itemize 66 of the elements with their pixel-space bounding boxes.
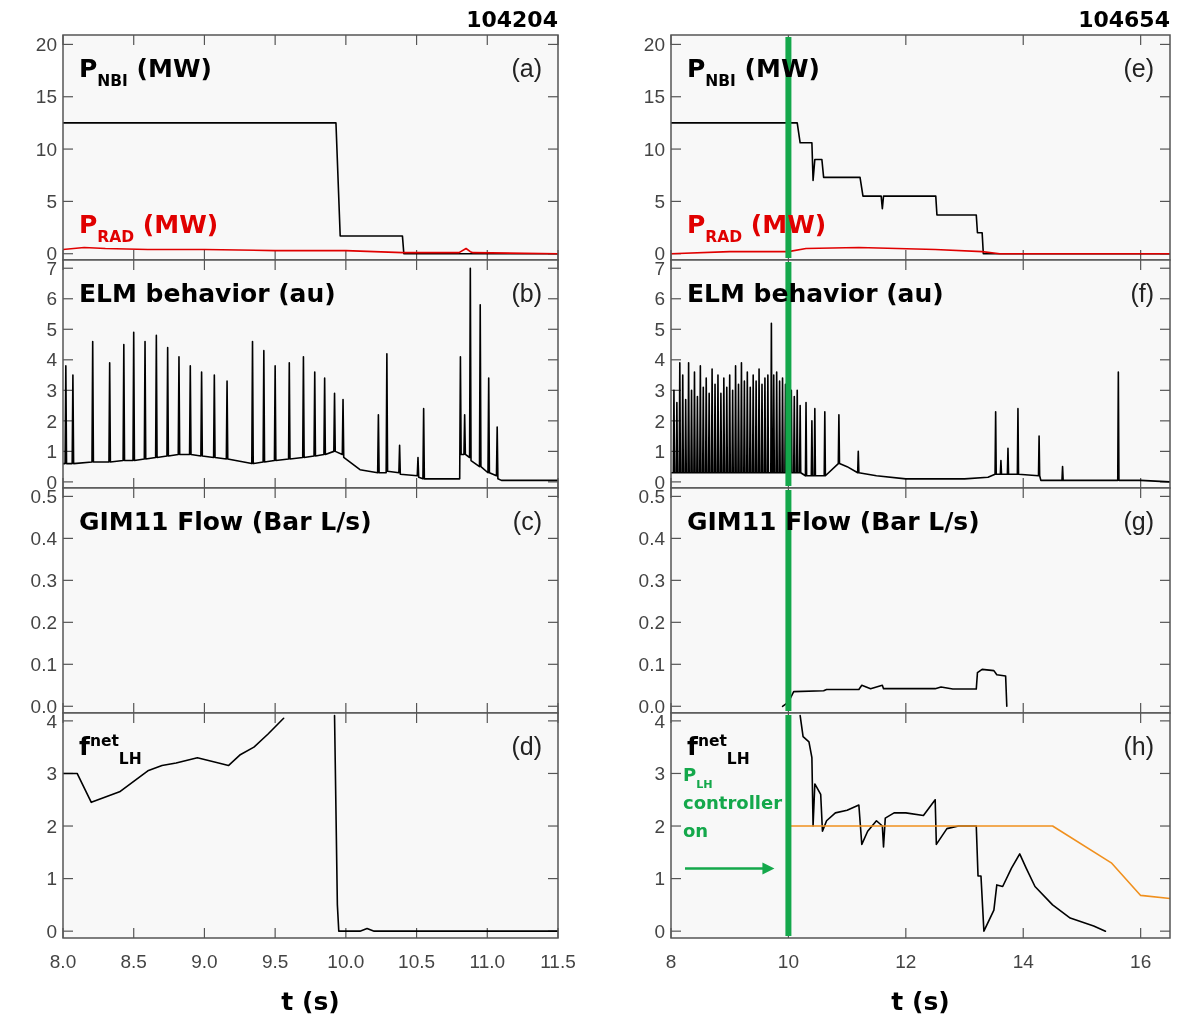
y-tick-label: 20 [35, 34, 57, 56]
y-tick-label: 1 [654, 441, 665, 463]
x-tick-label: 8.5 [120, 951, 147, 972]
y-tick-label: 0.4 [30, 528, 58, 550]
y-tick-label: 0.1 [30, 653, 57, 675]
series-label: P$_{NBI}$ (MW) [79, 54, 212, 90]
x-tick-label: 9.5 [261, 951, 289, 972]
x-tick-label: 14 [1012, 951, 1035, 972]
y-tick-label: 6 [654, 288, 665, 310]
annotation: (f) [1130, 279, 1154, 307]
annotation: (c) [512, 507, 542, 535]
x-tick-label: 10 [777, 951, 799, 972]
y-tick-label: 1 [46, 441, 57, 463]
y-tick-label: 2 [46, 815, 57, 837]
y-tick-label: 2 [46, 410, 57, 432]
chart-title: 104654 [1078, 7, 1170, 32]
y-tick-label: 3 [654, 379, 665, 401]
x-tick-label: 12 [895, 951, 917, 972]
y-tick-label: 0.2 [30, 611, 57, 633]
annotation: (h) [1123, 732, 1154, 760]
y-tick-label: 10 [643, 138, 665, 160]
annotation: (b) [511, 279, 542, 307]
y-tick-label: 0 [46, 920, 57, 942]
chart-title: 104204 [466, 7, 558, 32]
annotation: (e) [1123, 54, 1154, 82]
y-tick-label: 0.3 [638, 570, 665, 591]
y-tick-label: 15 [643, 86, 665, 108]
annotation: (d) [511, 732, 542, 760]
y-tick-label: 2 [654, 410, 665, 432]
y-tick-label: 3 [654, 763, 665, 785]
y-tick-label: 4 [46, 349, 58, 371]
y-tick-label: 0.3 [30, 570, 57, 591]
y-tick-label: 1 [46, 868, 57, 890]
y-tick-label: 15 [35, 86, 57, 108]
x-tick-label: 11.0 [469, 951, 506, 972]
annotation: (g) [1123, 507, 1154, 535]
y-tick-label: 20 [643, 34, 665, 56]
y-tick-label: 3 [46, 379, 57, 401]
x-tick-label: 10.0 [327, 951, 365, 972]
x-tick-label: 9.0 [191, 951, 218, 972]
y-tick-label: 10 [35, 138, 57, 160]
y-tick-label: 0.1 [638, 653, 665, 675]
x-tick-label: 8.0 [49, 951, 77, 972]
annotation: (a) [511, 54, 542, 82]
y-tick-label: 0.2 [638, 611, 665, 633]
x-tick-label: 11.5 [540, 951, 576, 972]
series-label: ELM behavior (au) [79, 279, 336, 308]
ref-line-label: P$_{LH}$ controller on [683, 763, 783, 841]
y-tick-label: 5 [46, 318, 57, 340]
x-tick-label: 8 [665, 951, 677, 972]
y-tick-label: 5 [654, 318, 665, 340]
x-tick-label: 16 [1130, 951, 1152, 972]
y-tick-label: 5 [654, 191, 665, 213]
x-axis-title: t (s) [891, 987, 950, 1016]
y-tick-label: 0 [654, 920, 665, 942]
y-tick-label: 4 [654, 349, 666, 371]
y-tick-label: 0.4 [638, 528, 666, 550]
series-label: P$_{RAD}$ (MW) [79, 210, 219, 247]
y-tick-label: 2 [654, 815, 665, 837]
x-tick-label: 10.5 [398, 951, 436, 972]
y-tick-label: 5 [46, 191, 57, 213]
annotation: GIM11 Flow (Bar L/s) [79, 507, 372, 536]
y-tick-label: 6 [46, 288, 57, 310]
y-tick-label: 1 [654, 868, 665, 890]
x-axis-title: t (s) [281, 987, 340, 1016]
y-tick-label: 3 [46, 763, 57, 785]
